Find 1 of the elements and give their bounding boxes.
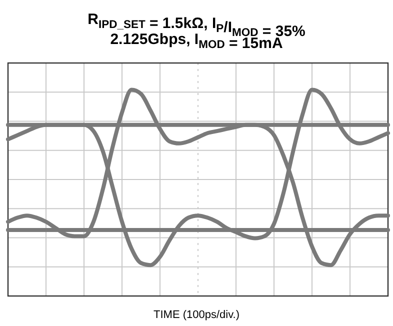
x-axis-title: TIME (100ps/div.) <box>154 309 240 321</box>
